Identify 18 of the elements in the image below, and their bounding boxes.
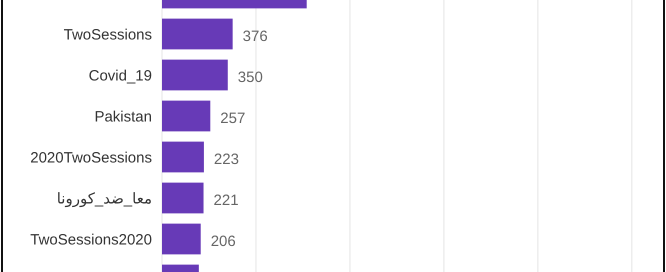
bar	[162, 60, 228, 90]
y-tick-label: TwoSessions	[64, 26, 152, 44]
bar	[162, 182, 204, 214]
bar	[162, 18, 233, 50]
data-label: 350	[238, 68, 263, 86]
data-label: 223	[214, 150, 239, 168]
data-label: 257	[220, 110, 246, 127]
bar	[162, 224, 201, 254]
data-label: 376	[242, 28, 268, 45]
y-tick-label: معا_ضد_كورونا	[56, 190, 152, 208]
data-label: 221	[214, 192, 239, 209]
data-label: 206	[210, 232, 236, 250]
y-tick-label: 2020TwoSessions	[30, 149, 152, 166]
y-tick-label: Pakistan	[94, 108, 152, 126]
y-tick-label: Covid_19	[88, 67, 152, 84]
bar	[162, 100, 210, 132]
bar	[162, 142, 204, 172]
y-tick-label: TwoSessions2020	[30, 231, 152, 248]
